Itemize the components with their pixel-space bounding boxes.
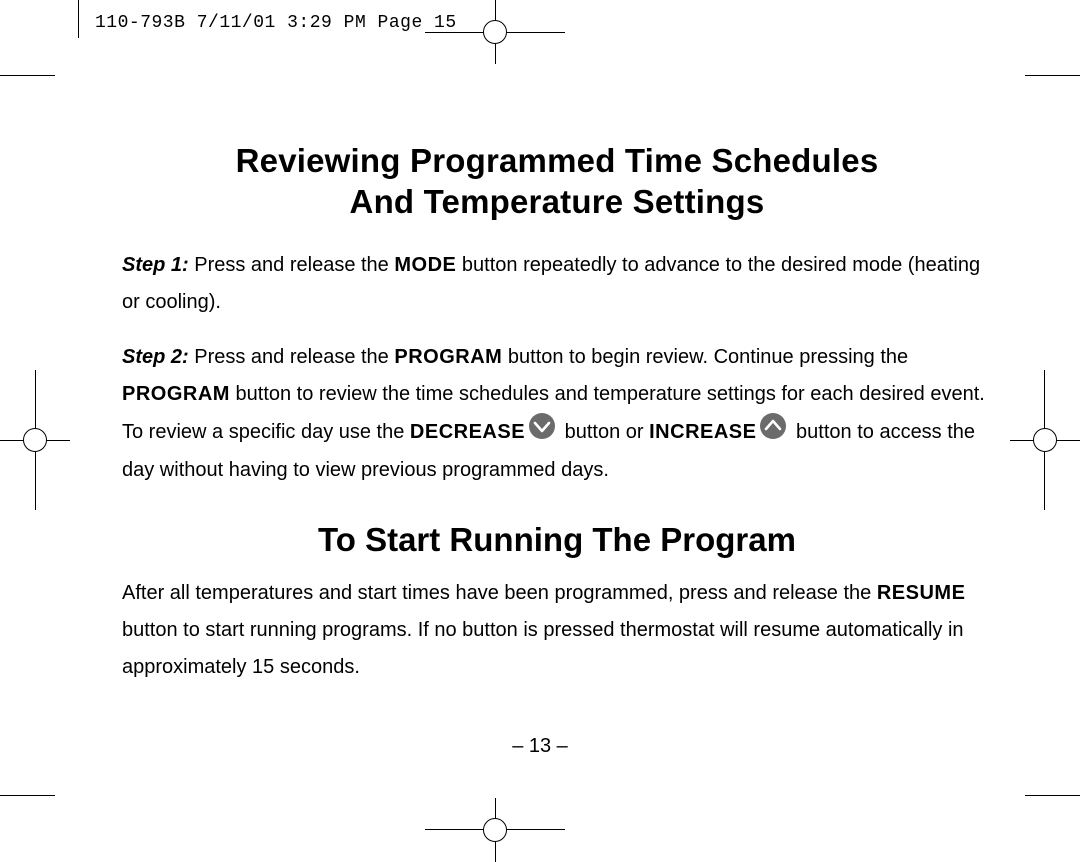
prepress-header: 110-793B 7/11/01 3:29 PM Page 15 <box>95 13 457 33</box>
decrease-button-label: DECREASE <box>410 420 525 442</box>
crop-line-top-v1 <box>78 0 79 38</box>
crop-line-left-h2 <box>0 795 55 796</box>
title-line-2: And Temperature Settings <box>350 183 765 220</box>
section-title-start: To Start Running The Program <box>122 521 992 559</box>
crop-line-right-h1 <box>1025 75 1080 76</box>
page-content: Reviewing Programmed Time Schedules And … <box>122 140 992 704</box>
page-number: – 13 – <box>0 735 1080 758</box>
program-button-label: PROGRAM <box>394 346 502 368</box>
step-2-text-a: Press and release the <box>189 346 395 368</box>
increase-button-label: INCREASE <box>649 420 756 442</box>
crop-circle-left <box>23 428 47 452</box>
program-button-label-2: PROGRAM <box>122 383 230 405</box>
decrease-icon <box>529 413 555 452</box>
step-2-label: Step 2: <box>122 346 189 368</box>
crop-line-right-h2 <box>1025 795 1080 796</box>
increase-icon <box>760 413 786 452</box>
start-text-a: After all temperatures and start times h… <box>122 582 877 604</box>
crop-line-left-h1 <box>0 75 55 76</box>
step-1-paragraph: Step 1: Press and release the MODE butto… <box>122 247 992 321</box>
step-2-paragraph: Step 2: Press and release the PROGRAM bu… <box>122 339 992 489</box>
section-title-reviewing: Reviewing Programmed Time Schedules And … <box>122 140 992 223</box>
mode-button-label: MODE <box>394 254 456 276</box>
step-2-text-d: button or <box>559 420 649 442</box>
start-text-b: button to start running programs. If no … <box>122 619 964 678</box>
crop-circle-top <box>483 20 507 44</box>
step-1-text-a: Press and release the <box>189 254 395 276</box>
start-paragraph: After all temperatures and start times h… <box>122 575 992 686</box>
crop-circle-right <box>1033 428 1057 452</box>
title-line-1: Reviewing Programmed Time Schedules <box>236 142 879 179</box>
resume-button-label: RESUME <box>877 582 966 604</box>
crop-circle-bottom <box>483 818 507 842</box>
step-2-text-b: button to begin review. Continue pressin… <box>502 346 908 368</box>
step-1-label: Step 1: <box>122 254 189 276</box>
